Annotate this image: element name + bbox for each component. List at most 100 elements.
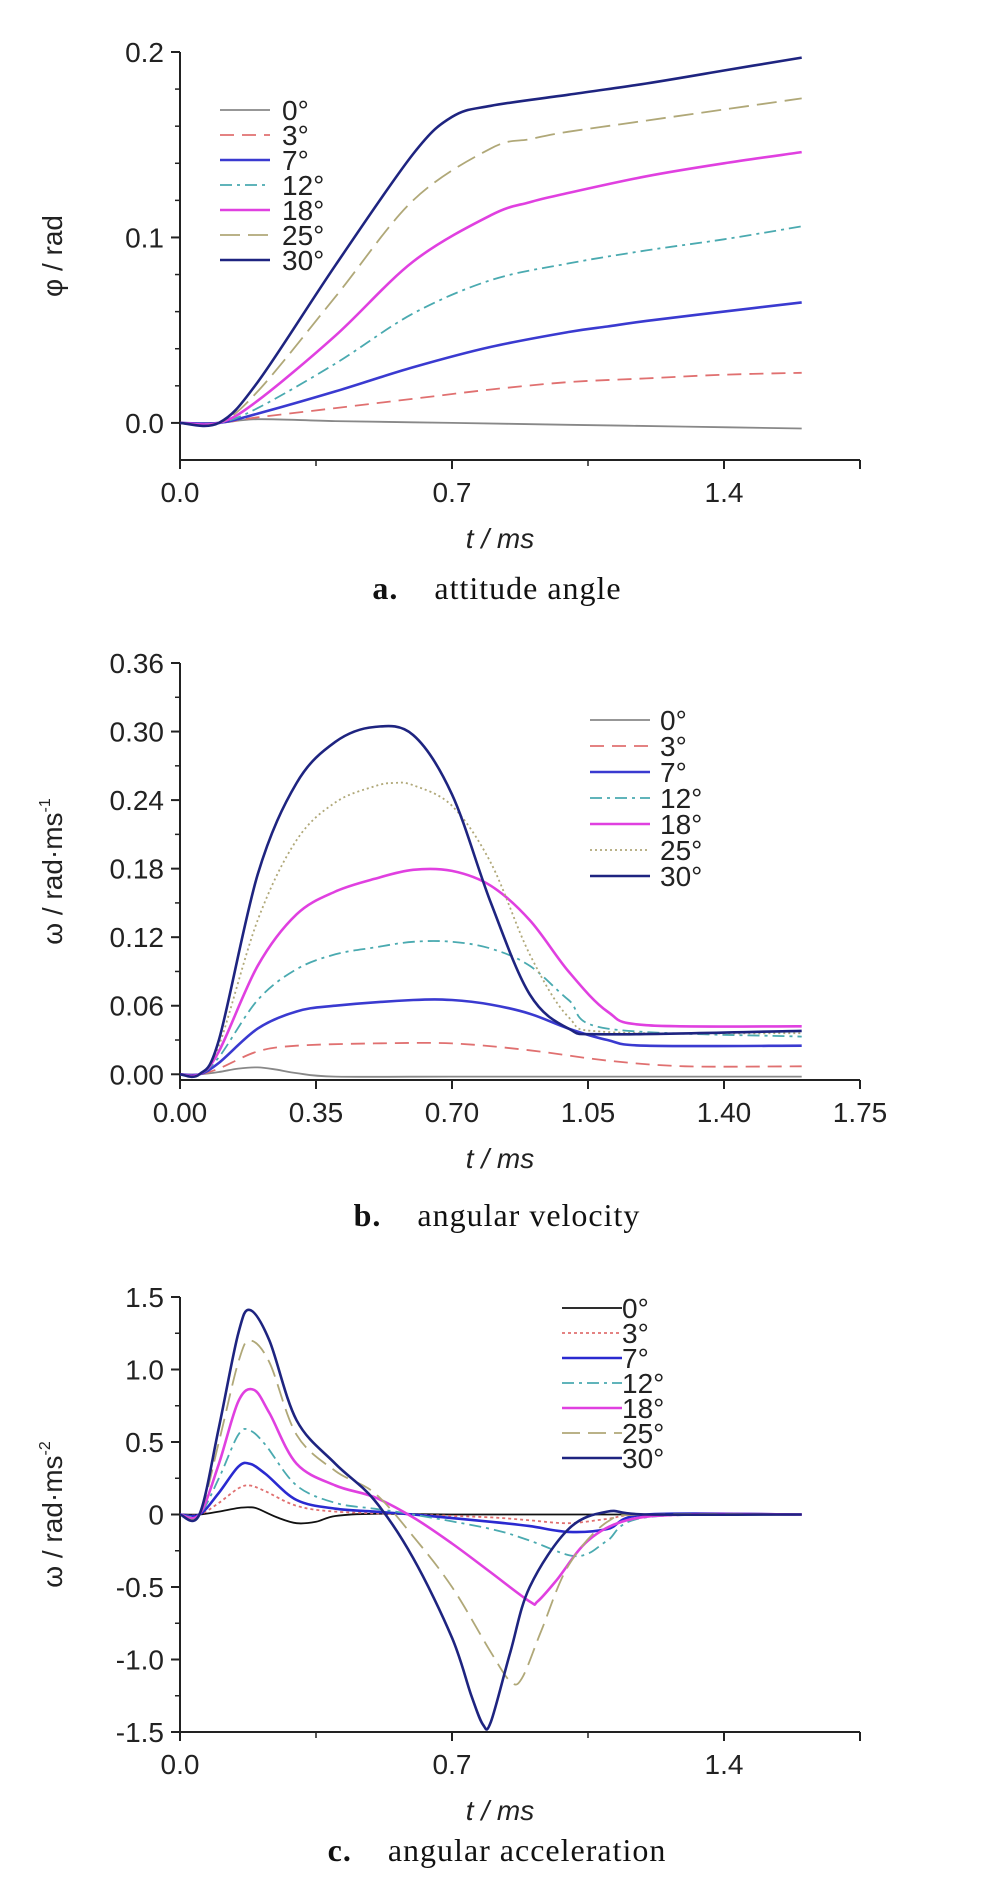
x-tick-label: 0.00 xyxy=(153,1097,208,1128)
chart-panel-angular-acceleration: -1.5 -1.0 -0.5 0 0.5 1.0 1.5 0.0 0.7 1.4 t / ms ω /… xyxy=(0,1250,994,1891)
series-line-7deg xyxy=(179,301,802,425)
legend-label: 25° xyxy=(660,835,702,866)
series-lines xyxy=(179,1308,802,1731)
y-tick-label: 0.2 xyxy=(125,37,164,68)
legend-label: 18° xyxy=(660,809,702,840)
legend-label: 7° xyxy=(282,145,309,176)
y-tick-label: -0.5 xyxy=(116,1572,164,1603)
y-tick-label: 1.5 xyxy=(125,1282,164,1313)
x-tick-label: 0.35 xyxy=(289,1097,344,1128)
y-tick-label: -1.5 xyxy=(116,1717,164,1748)
y-tick-label: 0.5 xyxy=(125,1427,164,1458)
x-axis-label: t / ms xyxy=(466,523,534,554)
y-tick-label: 0.00 xyxy=(110,1059,165,1090)
y-tick-label: 0.30 xyxy=(110,717,165,748)
legend-label: 30° xyxy=(622,1443,664,1474)
x-tick-label: 1.40 xyxy=(697,1097,752,1128)
legend-label: 7° xyxy=(622,1343,649,1374)
caption-letter: c. xyxy=(327,1832,352,1868)
x-tick-label: 0.70 xyxy=(425,1097,480,1128)
x-tick-label: 0.7 xyxy=(433,1749,472,1780)
y-tick-label: 0.24 xyxy=(110,785,165,816)
attitude-angle-chart: 0.0 0.1 0.2 0.0 0.7 1.4 t / ms φ / rad 0°3°7°12°… xyxy=(37,37,861,554)
legend-label: 18° xyxy=(282,195,324,226)
y-tick-label: 0.36 xyxy=(110,648,165,679)
chart-caption: a. attitude angle xyxy=(0,570,994,607)
x-tick-label: 0.0 xyxy=(161,477,200,508)
legend-label: 7° xyxy=(660,757,687,788)
legend: 0°3°7°12°18°25°30° xyxy=(220,95,324,276)
caption-text: angular velocity xyxy=(417,1197,641,1233)
y-tick-label: 0.0 xyxy=(125,408,164,439)
legend-label: 18° xyxy=(622,1393,664,1424)
legend-label: 3° xyxy=(660,731,687,762)
series-line-7deg xyxy=(179,1461,802,1534)
x-tick-label: 1.4 xyxy=(705,477,744,508)
series-line-0deg xyxy=(179,418,802,430)
caption-text: angular acceleration xyxy=(387,1832,667,1868)
legend-label: 3° xyxy=(282,120,309,151)
chart-panel-angular-velocity: 0.00 0.06 0.12 0.18 0.24 0.30 0.36 0.00 0.35 0.70… xyxy=(0,625,994,1250)
legend: 0°3°7°12°18°25°30° xyxy=(590,705,702,892)
x-axis-label: t / ms xyxy=(466,1143,534,1174)
caption-letter: b. xyxy=(353,1197,382,1233)
series-line-3deg xyxy=(179,371,802,425)
legend-label: 30° xyxy=(282,245,324,276)
y-axis-label: ω / rad·ms-1 xyxy=(37,798,68,945)
chart-caption: b. angular velocity xyxy=(0,1197,994,1234)
series-line-25deg xyxy=(179,97,802,427)
series-line-30deg xyxy=(179,1308,802,1731)
legend-label: 0° xyxy=(282,95,309,126)
series-line-30deg xyxy=(179,56,802,428)
x-tick-label: 0.7 xyxy=(433,477,472,508)
series-lines xyxy=(179,724,802,1079)
series-line-0deg xyxy=(179,1066,802,1078)
axes: -1.5 -1.0 -0.5 0 0.5 1.0 1.5 0.0 0.7 1.4 xyxy=(116,1282,861,1780)
legend-label: 25° xyxy=(282,220,324,251)
legend: 0°3°7°12°18°25°30° xyxy=(562,1293,664,1474)
series-line-25deg xyxy=(179,781,802,1078)
series-line-12deg xyxy=(179,940,802,1077)
x-axis-label: t / ms xyxy=(466,1795,534,1826)
legend-label: 3° xyxy=(622,1318,649,1349)
y-tick-label: 1.0 xyxy=(125,1355,164,1386)
series-line-18deg xyxy=(179,150,802,426)
legend-label: 12° xyxy=(622,1368,664,1399)
legend-label: 30° xyxy=(660,861,702,892)
y-tick-label: -1.0 xyxy=(116,1645,164,1676)
y-tick-label: 0 xyxy=(148,1500,164,1531)
series-line-3deg xyxy=(179,1041,802,1076)
caption-letter: a. xyxy=(372,570,399,606)
axes: 0.0 0.1 0.2 0.0 0.7 1.4 xyxy=(125,37,861,508)
series-line-18deg xyxy=(179,1387,802,1606)
y-axis-label: φ / rad xyxy=(37,215,68,297)
x-tick-label: 1.75 xyxy=(833,1097,888,1128)
series-line-12deg xyxy=(179,225,802,425)
legend-label: 0° xyxy=(622,1293,649,1324)
y-tick-label: 0.18 xyxy=(110,854,165,885)
x-tick-label: 1.05 xyxy=(561,1097,616,1128)
series-line-0deg xyxy=(179,1506,802,1525)
series-line-25deg xyxy=(179,1339,802,1686)
x-tick-label: 0.0 xyxy=(161,1749,200,1780)
angular-acceleration-chart: -1.5 -1.0 -0.5 0 0.5 1.0 1.5 0.0 0.7 1.4 t / ms ω /… xyxy=(37,1282,861,1826)
legend-label: 12° xyxy=(282,170,324,201)
y-axis-label-exponent: -1 xyxy=(37,798,54,812)
chart-panel-attitude-angle: 0.0 0.1 0.2 0.0 0.7 1.4 t / ms φ / rad 0° 3° 7° 12°… xyxy=(0,0,994,625)
angular-velocity-chart: 0.00 0.06 0.12 0.18 0.24 0.30 0.36 0.00 0.35 0.70… xyxy=(37,648,888,1174)
axes: 0.00 0.06 0.12 0.18 0.24 0.30 0.36 0.00 0.35 0.70… xyxy=(110,648,888,1128)
y-tick-label: 0.1 xyxy=(125,222,164,253)
y-tick-label: 0.06 xyxy=(110,991,165,1022)
series-line-18deg xyxy=(179,867,802,1078)
series-line-3deg xyxy=(179,1484,802,1525)
series-lines xyxy=(179,56,802,430)
legend-label: 12° xyxy=(660,783,702,814)
x-tick-label: 1.4 xyxy=(705,1749,744,1780)
chart-caption: c. angular acceleration xyxy=(0,1832,994,1869)
legend-label: 0° xyxy=(660,705,687,736)
caption-text: attitude angle xyxy=(434,570,622,606)
y-tick-label: 0.12 xyxy=(110,922,165,953)
series-line-30deg xyxy=(179,724,802,1079)
y-axis-label: ω / rad·ms-2 xyxy=(37,1441,68,1588)
legend-label: 25° xyxy=(622,1418,664,1449)
